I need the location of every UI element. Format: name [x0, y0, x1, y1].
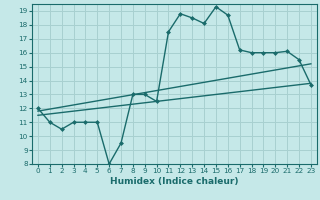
X-axis label: Humidex (Indice chaleur): Humidex (Indice chaleur) [110, 177, 239, 186]
